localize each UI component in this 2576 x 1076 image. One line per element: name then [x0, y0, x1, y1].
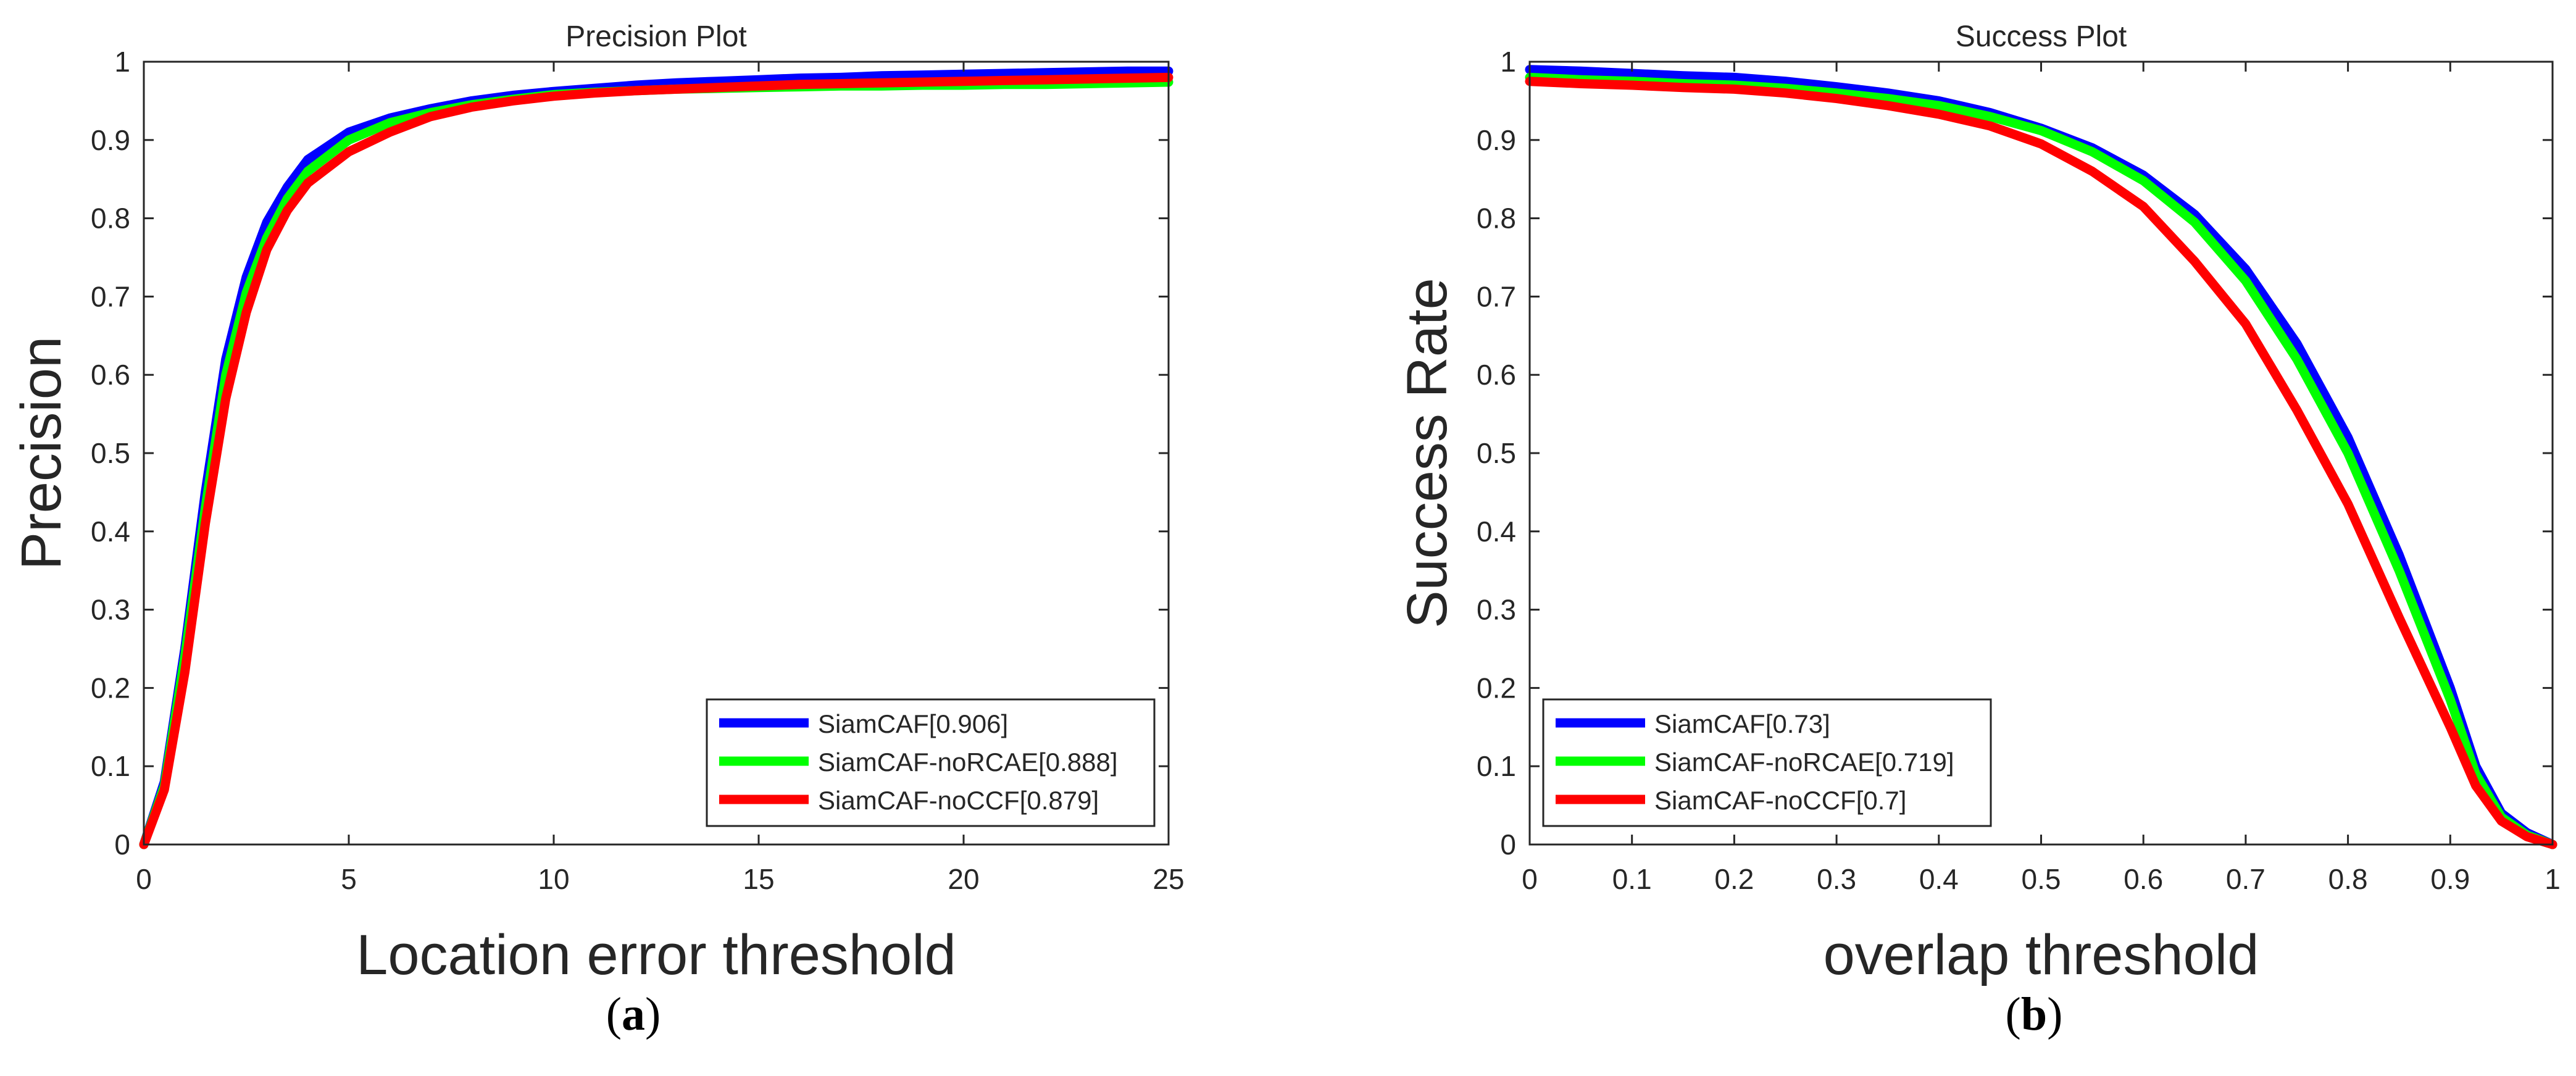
y-tick-label: 1 [114, 46, 130, 78]
legend-label-1: SiamCAF-noRCAE[0.888] [818, 748, 1118, 777]
legend-label-1: SiamCAF-noRCAE[0.719] [1654, 748, 1954, 777]
caption-b: (b) [1941, 988, 2127, 1041]
x-tick-label: 10 [538, 863, 569, 895]
x-tick-label: 0.8 [2328, 863, 2368, 895]
x-tick-label: 0.1 [1612, 863, 1652, 895]
y-tick-label: 0.2 [91, 672, 130, 704]
y-tick-label: 0 [114, 828, 130, 861]
y-tick-label: 0.9 [91, 124, 130, 156]
y-tick-label: 0.8 [1477, 202, 1516, 235]
caption-a-letter: a [622, 988, 645, 1040]
legend-label-2: SiamCAF-noCCF[0.879] [818, 786, 1099, 815]
y-tick-label: 0.3 [1477, 594, 1516, 626]
caption-a-close: ) [645, 988, 661, 1040]
caption-b-letter: b [2020, 988, 2048, 1040]
x-tick-label: 0.4 [1919, 863, 1959, 895]
y-tick-label: 0.1 [91, 750, 130, 782]
x-tick-label: 0.7 [2226, 863, 2265, 895]
y-tick-label: 0.6 [1477, 359, 1516, 391]
y-axis-label: Success Rate [1396, 278, 1459, 628]
y-tick-label: 0.5 [91, 437, 130, 469]
legend: SiamCAF[0.906] SiamCAF-noRCAE[0.888] SiamC… [706, 698, 1156, 827]
x-tick-label: 0.6 [2124, 863, 2163, 895]
x-tick-label: 1 [2545, 863, 2561, 895]
x-tick-label: 0.9 [2430, 863, 2470, 895]
y-tick-label: 0.6 [91, 359, 130, 391]
y-tick-label: 0.7 [1477, 280, 1516, 312]
y-tick-label: 0.4 [91, 515, 130, 548]
y-tick-label: 0 [1500, 828, 1516, 861]
y-tick-label: 0.2 [1477, 672, 1516, 704]
chart-1: 0 0.1 0.2 0.3 0.4 0.5 0.6 0.7 0.8 0.9 1 0 0.1 0.2 0.3 0… [1396, 20, 2561, 986]
x-tick-label: 0 [1522, 863, 1538, 895]
caption-b-open: ( [2005, 988, 2021, 1040]
caption-a: (a) [541, 988, 726, 1041]
series-line-2 [139, 72, 1173, 849]
series-line-2 [1525, 77, 2557, 849]
legend-label-0: SiamCAF[0.906] [818, 709, 1008, 738]
chart-0: 0 5 10 15 20 25 0 0.1 0.2 0.3 0.4 0.5 0.6 0.7 0.8 0.9 1 P… [10, 20, 1185, 986]
chart-title: Precision Plot [565, 20, 746, 53]
x-tick-label: 5 [341, 863, 357, 895]
y-tick-label: 0.1 [1477, 750, 1516, 782]
x-tick-label: 15 [743, 863, 774, 895]
x-tick-label: 0 [136, 863, 152, 895]
y-tick-label: 0.5 [1477, 437, 1516, 469]
x-axis-label: Location error threshold [356, 924, 956, 986]
x-tick-label: 25 [1153, 863, 1184, 895]
caption-a-open: ( [606, 988, 622, 1040]
legend-label-2: SiamCAF-noCCF[0.7] [1654, 786, 1906, 815]
x-tick-label: 0.5 [2022, 863, 2061, 895]
y-axis-label: Precision [10, 336, 73, 570]
x-tick-label: 0.2 [1714, 863, 1754, 895]
y-tick-label: 0.8 [91, 202, 130, 235]
x-tick-label: 20 [948, 863, 979, 895]
caption-b-close: ) [2047, 988, 2063, 1040]
chart-title: Success Plot [1956, 20, 2127, 53]
x-tick-label: 0.3 [1817, 863, 1856, 895]
y-tick-label: 0.4 [1477, 515, 1516, 548]
legend: SiamCAF[0.73] SiamCAF-noRCAE[0.719] SiamCA… [1542, 698, 1992, 827]
x-axis-label: overlap threshold [1824, 924, 2259, 986]
legend-label-0: SiamCAF[0.73] [1654, 709, 1830, 738]
y-tick-label: 0.9 [1477, 124, 1516, 156]
y-tick-label: 0.7 [91, 280, 130, 312]
y-tick-label: 1 [1500, 46, 1516, 78]
y-tick-label: 0.3 [91, 594, 130, 626]
